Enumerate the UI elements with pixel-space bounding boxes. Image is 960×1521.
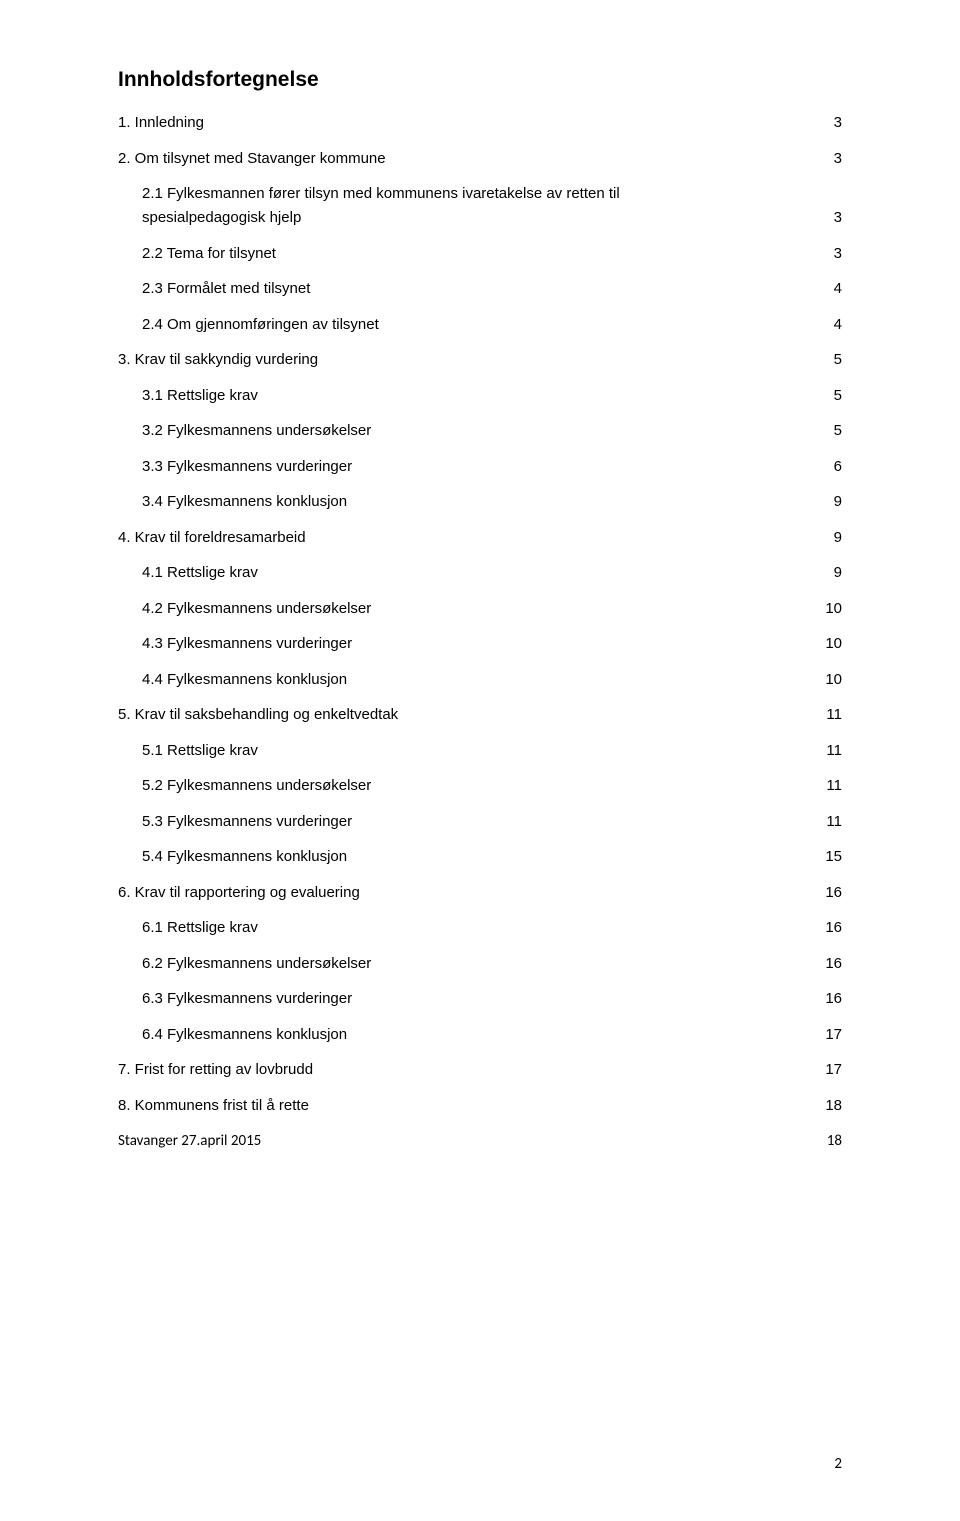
toc-entry-page: 11 (826, 742, 842, 760)
toc-entry-page: 15 (825, 848, 842, 866)
toc-entry-page: 11 (826, 706, 842, 724)
toc-entry: 5.2 Fylkesmannens undersøkelser 11 (142, 777, 842, 795)
toc-entry-label: 4.2 Fylkesmannens undersøkelser (142, 600, 371, 618)
toc-entry: 6.4 Fylkesmannens konklusjon 17 (142, 1026, 842, 1044)
toc-entry-label: 1. Innledning (118, 114, 204, 132)
toc-list: 1. Innledning32. Om tilsynet med Stavang… (118, 114, 842, 1150)
toc-entry: 5. Krav til saksbehandling og enkeltvedt… (118, 706, 842, 724)
toc-entry-page: 9 (834, 564, 842, 582)
toc-entry: 2.2 Tema for tilsynet 3 (142, 245, 842, 263)
toc-entry-label: 3.1 Rettslige krav (142, 387, 258, 405)
toc-entry-label: 5. Krav til saksbehandling og enkeltvedt… (118, 706, 398, 724)
toc-entry-label: 4.3 Fylkesmannens vurderinger (142, 635, 352, 653)
toc-title: Innholdsfortegnelse (118, 68, 842, 92)
toc-entry-page: 18 (825, 1097, 842, 1115)
toc-entry-label: 7. Frist for retting av lovbrudd (118, 1061, 313, 1079)
toc-entry: 5.3 Fylkesmannens vurderinger 11 (142, 813, 842, 831)
toc-entry: 2.3 Formålet med tilsynet 4 (142, 280, 842, 298)
toc-entry-label: 5.3 Fylkesmannens vurderinger (142, 813, 352, 831)
toc-entry-label: 5.4 Fylkesmannens konklusjon (142, 848, 347, 866)
toc-entry-page: 4 (834, 280, 842, 298)
toc-entry-page: 3 (834, 209, 842, 227)
toc-entry-page: 16 (825, 919, 842, 937)
toc-entry: 3. Krav til sakkyndig vurdering 5 (118, 351, 842, 369)
toc-entry: 2.4 Om gjennomføringen av tilsynet 4 (142, 316, 842, 334)
toc-entry-label: 4.4 Fylkesmannens konklusjon (142, 671, 347, 689)
toc-entry-label: 6. Krav til rapportering og evaluering (118, 884, 360, 902)
toc-entry-label: 3.3 Fylkesmannens vurderinger (142, 458, 352, 476)
toc-entry-label: 4.1 Rettslige krav (142, 564, 258, 582)
toc-entry-label: 8. Kommunens frist til å rette (118, 1097, 309, 1115)
toc-entry-page: 16 (825, 990, 842, 1008)
toc-entry: spesialpedagogisk hjelp 3 (142, 209, 842, 227)
toc-entry-page: 6 (834, 458, 842, 476)
toc-entry-page: 16 (825, 955, 842, 973)
toc-entry-page: 10 (825, 635, 842, 653)
toc-entry: 6.2 Fylkesmannens undersøkelser 16 (142, 955, 842, 973)
toc-entry-label: 6.4 Fylkesmannens konklusjon (142, 1026, 347, 1044)
document-page: Innholdsfortegnelse 1. Innledning32. Om … (0, 0, 960, 1521)
toc-entry-label: 6.3 Fylkesmannens vurderinger (142, 990, 352, 1008)
toc-entry-label: 3.4 Fylkesmannens konklusjon (142, 493, 347, 511)
toc-entry: 4.4 Fylkesmannens konklusjon 10 (142, 671, 842, 689)
toc-entry: 4. Krav til foreldresamarbeid 9 (118, 529, 842, 547)
toc-entry: 4.3 Fylkesmannens vurderinger 10 (142, 635, 842, 653)
toc-entry: 4.2 Fylkesmannens undersøkelser 10 (142, 600, 842, 618)
toc-entry: 2.1 Fylkesmannen fører tilsyn med kommun… (142, 185, 842, 203)
toc-entry: 6. Krav til rapportering og evaluering 16 (118, 884, 842, 902)
toc-entry-label: 2.4 Om gjennomføringen av tilsynet (142, 316, 379, 334)
toc-entry: 8. Kommunens frist til å rette 18 (118, 1097, 842, 1115)
toc-entry: 3.4 Fylkesmannens konklusjon 9 (142, 493, 842, 511)
toc-entry: 2. Om tilsynet med Stavanger kommune 3 (118, 150, 842, 168)
toc-entry: Stavanger 27.april 2015 18 (118, 1132, 842, 1150)
toc-entry: 6.3 Fylkesmannens vurderinger 16 (142, 990, 842, 1008)
toc-entry-label: 2.1 Fylkesmannen fører tilsyn med kommun… (142, 185, 620, 203)
toc-entry-label: 5.1 Rettslige krav (142, 742, 258, 760)
toc-entry: 5.4 Fylkesmannens konklusjon 15 (142, 848, 842, 866)
toc-entry: 7. Frist for retting av lovbrudd 17 (118, 1061, 842, 1079)
toc-entry: 3.2 Fylkesmannens undersøkelser 5 (142, 422, 842, 440)
toc-entry-page: 16 (825, 884, 842, 902)
toc-entry-page: 5 (834, 387, 842, 405)
toc-entry-page: 17 (825, 1026, 842, 1044)
toc-entry-page: 3 (834, 245, 842, 263)
toc-entry: 1. Innledning 3 (118, 114, 842, 132)
toc-entry-page: 5 (834, 422, 842, 440)
toc-entry-page: 11 (826, 813, 842, 831)
toc-entry-page: 5 (834, 351, 842, 369)
toc-entry-page: 10 (825, 600, 842, 618)
toc-entry-label: 2.2 Tema for tilsynet (142, 245, 276, 263)
toc-entry-label: 3. Krav til sakkyndig vurdering (118, 351, 318, 369)
toc-entry-label: Stavanger 27.april 2015 (118, 1132, 261, 1150)
toc-entry-page: 10 (825, 671, 842, 689)
toc-entry-page: 9 (834, 493, 842, 511)
toc-entry-label: spesialpedagogisk hjelp (142, 209, 301, 227)
toc-entry: 3.1 Rettslige krav 5 (142, 387, 842, 405)
toc-entry-page: 18 (827, 1132, 842, 1150)
toc-entry-page: 3 (834, 150, 842, 168)
toc-entry-label: 4. Krav til foreldresamarbeid (118, 529, 306, 547)
toc-entry-label: 6.2 Fylkesmannens undersøkelser (142, 955, 371, 973)
toc-entry-page: 3 (834, 114, 842, 132)
toc-entry-page: 11 (826, 777, 842, 795)
page-number: 2 (834, 1455, 842, 1473)
toc-entry-label: 5.2 Fylkesmannens undersøkelser (142, 777, 371, 795)
toc-entry: 6.1 Rettslige krav 16 (142, 919, 842, 937)
toc-entry-page: 4 (834, 316, 842, 334)
toc-entry-label: 6.1 Rettslige krav (142, 919, 258, 937)
toc-entry-label: 2. Om tilsynet med Stavanger kommune (118, 150, 386, 168)
toc-entry: 3.3 Fylkesmannens vurderinger 6 (142, 458, 842, 476)
toc-entry: 5.1 Rettslige krav 11 (142, 742, 842, 760)
toc-entry-label: 3.2 Fylkesmannens undersøkelser (142, 422, 371, 440)
toc-entry-label: 2.3 Formålet med tilsynet (142, 280, 310, 298)
toc-entry-page: 17 (825, 1061, 842, 1079)
toc-entry-page: 9 (834, 529, 842, 547)
toc-entry: 4.1 Rettslige krav 9 (142, 564, 842, 582)
